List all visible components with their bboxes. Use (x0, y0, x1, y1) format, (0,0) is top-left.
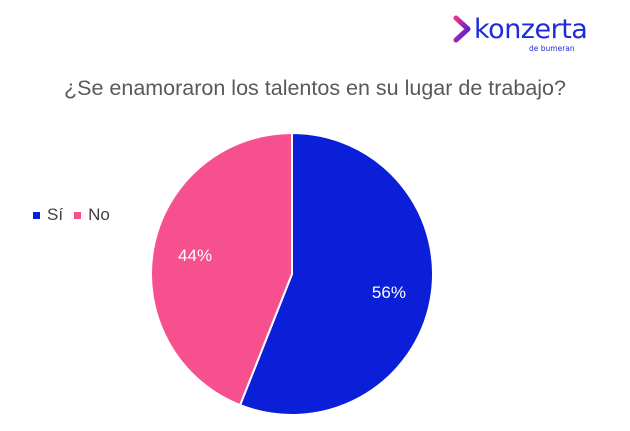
chevron-arrow-icon (453, 15, 471, 43)
legend-label-si: Sí (47, 205, 64, 224)
data-label-no: 44% (178, 246, 212, 265)
chart-title: ¿Se enamoraron los talentos en su lugar … (64, 76, 566, 100)
legend-item-no: No (74, 205, 110, 225)
brand-logo: konzerta de bumeran (452, 14, 588, 56)
legend-swatch-no (74, 211, 82, 219)
pie-slice-no (150, 131, 293, 407)
legend-item-si: Sí (33, 205, 63, 225)
legend-swatch-si (33, 211, 40, 219)
data-label-si: 56% (372, 283, 406, 302)
pie-slice-si (238, 131, 434, 416)
legend-label-no: No (88, 205, 110, 224)
brand-name: konzerta (474, 14, 588, 45)
chart-legend: Sí No (33, 205, 121, 225)
brand-subtitle: de bumeran (529, 44, 575, 53)
